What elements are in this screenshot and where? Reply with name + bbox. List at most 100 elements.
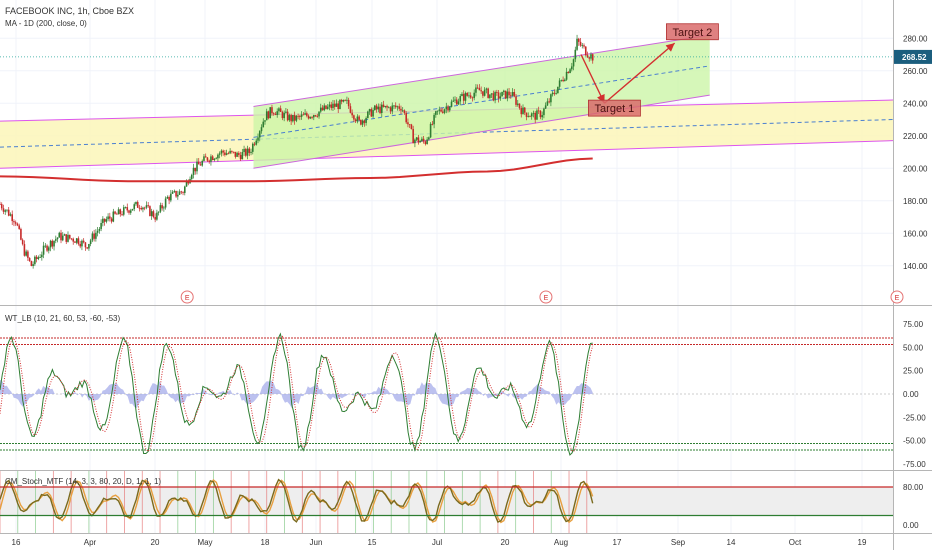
candle-up xyxy=(292,114,294,122)
candle-down xyxy=(440,109,442,112)
symbol-legend[interactable]: FACEBOOK INC, 1h, Cboe BZX xyxy=(5,6,135,16)
candle-down xyxy=(537,110,540,112)
candle-up xyxy=(142,207,144,210)
candle-down xyxy=(21,239,24,245)
candle-up xyxy=(368,109,371,112)
candle-up xyxy=(443,109,446,113)
candle-down xyxy=(351,112,353,116)
candle-down xyxy=(208,160,211,162)
candle-down xyxy=(431,123,434,125)
candle-up xyxy=(4,210,7,212)
candle-up xyxy=(276,111,278,115)
candle-down xyxy=(180,191,183,193)
candle-up xyxy=(192,167,195,175)
candle-down xyxy=(279,108,282,112)
candle-down xyxy=(417,137,420,143)
candle-down xyxy=(82,240,85,243)
candle-down xyxy=(353,115,355,120)
candle-down xyxy=(370,109,373,117)
candle-up xyxy=(215,158,217,160)
candle-down xyxy=(360,119,362,125)
candle-up xyxy=(251,143,254,152)
candle-up xyxy=(377,106,380,110)
candle-down xyxy=(161,205,163,209)
candle-up xyxy=(461,93,463,97)
candle-up xyxy=(332,103,334,109)
candle-up xyxy=(173,190,176,192)
target-arrow-2 xyxy=(603,42,676,104)
candle-down xyxy=(520,108,523,115)
candle-down xyxy=(509,95,512,97)
candle-up xyxy=(558,80,561,87)
candle-down xyxy=(529,116,531,118)
candle-down xyxy=(412,129,414,144)
candle-down xyxy=(119,209,122,215)
candle-up xyxy=(387,107,390,109)
x-tick-label: 20 xyxy=(151,538,160,547)
band-mid-line xyxy=(0,119,894,148)
candle-up xyxy=(42,245,45,255)
target-arrow-1 xyxy=(580,54,606,104)
candle-down xyxy=(469,95,472,98)
candle-up xyxy=(225,153,228,155)
drawings-layer xyxy=(0,34,894,169)
candle-up xyxy=(367,111,369,119)
ma-legend[interactable]: MA - 1D (200, close, 0) xyxy=(5,19,87,28)
candle-up xyxy=(356,116,359,122)
candle-down xyxy=(152,211,155,218)
candle-down xyxy=(403,110,406,114)
candle-down xyxy=(222,150,224,153)
stoch-legend[interactable]: CM_Stoch_MTF (14, 3, 3, 80, 20, D, 1, 1,… xyxy=(5,477,162,486)
candle-up xyxy=(75,238,78,243)
candle-up xyxy=(428,137,430,140)
candles-layer[interactable] xyxy=(0,34,594,269)
candle-down xyxy=(316,116,319,118)
candle-down xyxy=(138,207,141,209)
candle-down xyxy=(13,221,15,223)
candle-down xyxy=(281,111,284,119)
candle-down xyxy=(478,88,481,91)
x-tick-label: 19 xyxy=(858,538,867,547)
candle-down xyxy=(307,115,310,119)
candle-up xyxy=(6,209,8,211)
candle-down xyxy=(518,103,521,109)
candle-down xyxy=(363,120,366,123)
candle-up xyxy=(255,140,258,145)
candle-up xyxy=(67,234,69,242)
candle-up xyxy=(159,205,162,212)
candle-up xyxy=(419,141,421,143)
candle-up xyxy=(501,91,503,97)
candle-down xyxy=(30,261,33,267)
stoch-tick-label: 80.00 xyxy=(903,483,924,492)
target-text: Target 2 xyxy=(673,27,713,39)
candle-down xyxy=(299,115,301,117)
candle-up xyxy=(304,113,306,115)
candle-down xyxy=(204,156,207,158)
price-tick-label: 220.00 xyxy=(903,132,928,141)
candle-up xyxy=(34,256,36,265)
candle-up xyxy=(135,201,137,205)
candle-down xyxy=(232,151,235,153)
candle-up xyxy=(44,245,47,247)
candle-down xyxy=(337,103,340,110)
wt-legend[interactable]: WT_LB (10, 21, 60, 53, -60, -53) xyxy=(5,314,121,323)
candle-up xyxy=(576,38,578,50)
candle-down xyxy=(136,201,139,208)
candle-down xyxy=(297,115,299,117)
candle-down xyxy=(70,238,73,240)
target-text: Target 1 xyxy=(595,103,635,115)
candle-up xyxy=(122,207,125,215)
candle-down xyxy=(482,91,484,96)
candle-down xyxy=(386,105,388,108)
candle-up xyxy=(335,103,338,107)
candle-up xyxy=(241,152,244,160)
candle-up xyxy=(318,111,320,117)
candle-down xyxy=(354,119,357,122)
candle-up xyxy=(229,150,231,154)
candle-down xyxy=(79,243,81,247)
candle-down xyxy=(504,90,507,99)
candle-up xyxy=(203,156,205,161)
wt-slow-line xyxy=(0,335,594,453)
candle-down xyxy=(168,196,170,201)
